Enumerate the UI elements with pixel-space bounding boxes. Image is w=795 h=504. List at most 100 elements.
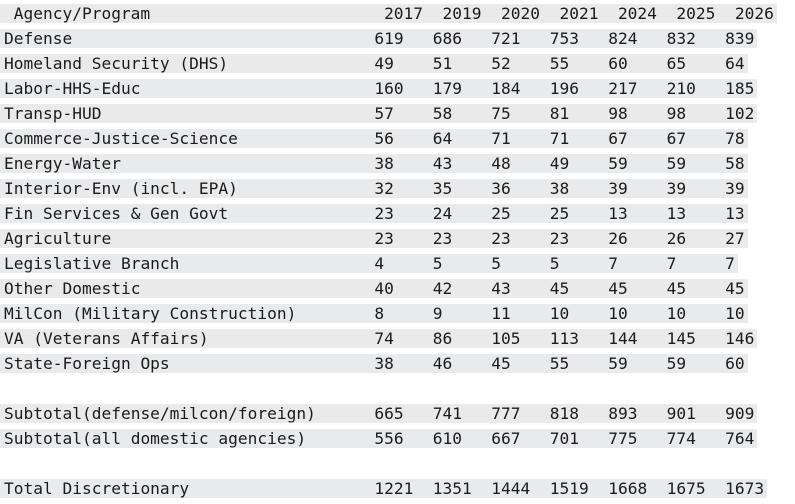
value-cell: 185 xyxy=(725,79,755,98)
value-cell: 667 xyxy=(491,429,521,448)
row-band: Transp-HUD 57 58 75 81 98 98 102 xyxy=(0,104,758,123)
value-cell: 7 xyxy=(666,254,677,273)
value-cell: 74 xyxy=(374,329,394,348)
value-cell: 686 xyxy=(432,29,463,48)
agency-label-cell: Labor-HHS-Educ xyxy=(4,79,141,98)
row-band: Interior-Env (incl. EPA) 32 35 36 38 39 39 39 xyxy=(0,179,748,198)
value-cell: 39 xyxy=(608,179,628,198)
agency-label-cell: VA (Veterans Affairs) xyxy=(4,329,209,348)
value-cell: 60 xyxy=(608,54,628,73)
agency-label-cell: Energy-Water xyxy=(4,154,121,173)
value-cell: 9 xyxy=(432,304,443,323)
row-band: Subtotal(all domestic agencies) 556 610 667… xyxy=(0,429,758,448)
value-cell: 23 xyxy=(491,229,511,248)
value-cell: 57 xyxy=(374,104,394,123)
value-cell: 1221 xyxy=(374,479,414,498)
value-cell: 45 xyxy=(608,279,628,298)
table-row: Interior-Env (incl. EPA) 32 35 36 38 39 39 39 xyxy=(0,179,795,204)
value-cell: 11 xyxy=(491,304,511,323)
table-row: Energy-Water 38 43 48 49 59 59 58 xyxy=(0,154,795,179)
value-cell: 777 xyxy=(491,404,521,423)
value-cell: 1519 xyxy=(549,479,589,498)
row-band: Energy-Water 38 43 48 49 59 59 58 xyxy=(0,154,748,173)
value-cell: 610 xyxy=(432,429,463,448)
value-cell: 102 xyxy=(725,104,755,123)
value-cell: 701 xyxy=(549,429,579,448)
value-cell: 665 xyxy=(374,404,404,423)
value-cell: 38 xyxy=(549,179,570,198)
value-cell: 824 xyxy=(608,29,638,48)
value-cell: 753 xyxy=(549,29,579,48)
value-cell: 86 xyxy=(432,329,453,348)
table-row: Subtotal(all domestic agencies) 556 610 667… xyxy=(0,429,795,454)
value-cell: 71 xyxy=(491,129,511,148)
table-row: Labor-HHS-Educ 160 179 184 196 217 210 185 xyxy=(0,79,795,104)
value-cell: 59 xyxy=(608,154,628,173)
row-band: Labor-HHS-Educ 160 179 184 196 217 210 185 xyxy=(0,79,758,98)
value-cell: 5 xyxy=(491,254,502,273)
value-cell: 113 xyxy=(549,329,579,348)
value-cell: 36 xyxy=(491,179,511,198)
table-row: Subtotal(defense/milcon/foreign) 665 741 77… xyxy=(0,404,795,429)
row-band: Legislative Branch 4 5 5 5 7 7 7 xyxy=(0,254,738,273)
value-cell: 13 xyxy=(608,204,628,223)
value-cell: 45 xyxy=(725,279,745,298)
row-band: Subtotal(defense/milcon/foreign) 665 741 77… xyxy=(0,404,758,423)
agency-label-cell: Interior-Env (incl. EPA) xyxy=(4,179,238,198)
agency-label-cell: Other Domestic xyxy=(4,279,141,298)
value-cell: 8 xyxy=(374,304,385,323)
value-cell: 146 xyxy=(725,329,755,348)
value-cell: 217 xyxy=(608,79,638,98)
value-cell: 75 xyxy=(491,104,511,123)
value-cell: 39 xyxy=(666,179,687,198)
table-row: Homeland Security (DHS) 49 51 52 55 60 65 64 xyxy=(0,54,795,79)
value-cell: 67 xyxy=(608,129,628,148)
agency-label-cell: MilCon (Military Construction) xyxy=(4,304,297,323)
value-cell: 23 xyxy=(432,229,453,248)
table-row: Agriculture 23 23 23 23 26 26 27 xyxy=(0,229,795,254)
agency-label-cell: Defense xyxy=(4,29,73,48)
table-header-row: Agency/Program 2017 2019 2020 2021 2024 2025 20… xyxy=(0,4,795,29)
value-cell: 23 xyxy=(549,229,570,248)
value-cell: 10 xyxy=(608,304,628,323)
value-cell: 145 xyxy=(666,329,696,348)
table-row: Commerce-Justice-Science 56 64 71 71 67 67 78 xyxy=(0,129,795,154)
value-cell: 51 xyxy=(432,54,453,73)
value-cell: 184 xyxy=(491,79,521,98)
value-cell: 901 xyxy=(666,404,696,423)
value-cell: 39 xyxy=(725,179,745,198)
row-band: VA (Veterans Affairs) 74 86 105 113 144 145 146 xyxy=(0,329,758,348)
column-header-year: 2026 xyxy=(734,4,774,23)
value-cell: 909 xyxy=(725,404,755,423)
row-band: Defense 619 686 721 753 824 832 839 xyxy=(0,29,758,48)
column-header-year: 2017 xyxy=(384,4,424,23)
value-cell: 721 xyxy=(491,29,521,48)
value-cell: 23 xyxy=(374,204,394,223)
value-cell: 775 xyxy=(608,429,638,448)
value-cell: 59 xyxy=(666,154,687,173)
value-cell: 48 xyxy=(491,154,511,173)
value-cell: 55 xyxy=(549,54,570,73)
value-cell: 160 xyxy=(374,79,404,98)
value-cell: 13 xyxy=(666,204,687,223)
row-band: Commerce-Justice-Science 56 64 71 71 67 67 78 xyxy=(0,129,748,148)
column-header-year: 2025 xyxy=(676,4,716,23)
value-cell: 98 xyxy=(608,104,628,123)
value-cell: 81 xyxy=(549,104,570,123)
value-cell: 5 xyxy=(432,254,443,273)
value-cell: 45 xyxy=(549,279,570,298)
value-cell: 774 xyxy=(666,429,696,448)
value-cell: 40 xyxy=(374,279,394,298)
value-cell: 35 xyxy=(432,179,453,198)
row-band: Fin Services & Gen Govt 23 24 25 25 13 13 13 xyxy=(0,204,748,223)
agency-label-cell: Homeland Security (DHS) xyxy=(4,54,229,73)
value-cell: 1673 xyxy=(725,479,765,498)
agency-label-cell: Legislative Branch xyxy=(4,254,180,273)
value-cell: 67 xyxy=(666,129,687,148)
value-cell: 1668 xyxy=(608,479,648,498)
table-row: VA (Veterans Affairs) 74 86 105 113 144 145 146 xyxy=(0,329,795,354)
value-cell: 619 xyxy=(374,29,404,48)
value-cell: 556 xyxy=(374,429,404,448)
value-cell: 5 xyxy=(549,254,560,273)
